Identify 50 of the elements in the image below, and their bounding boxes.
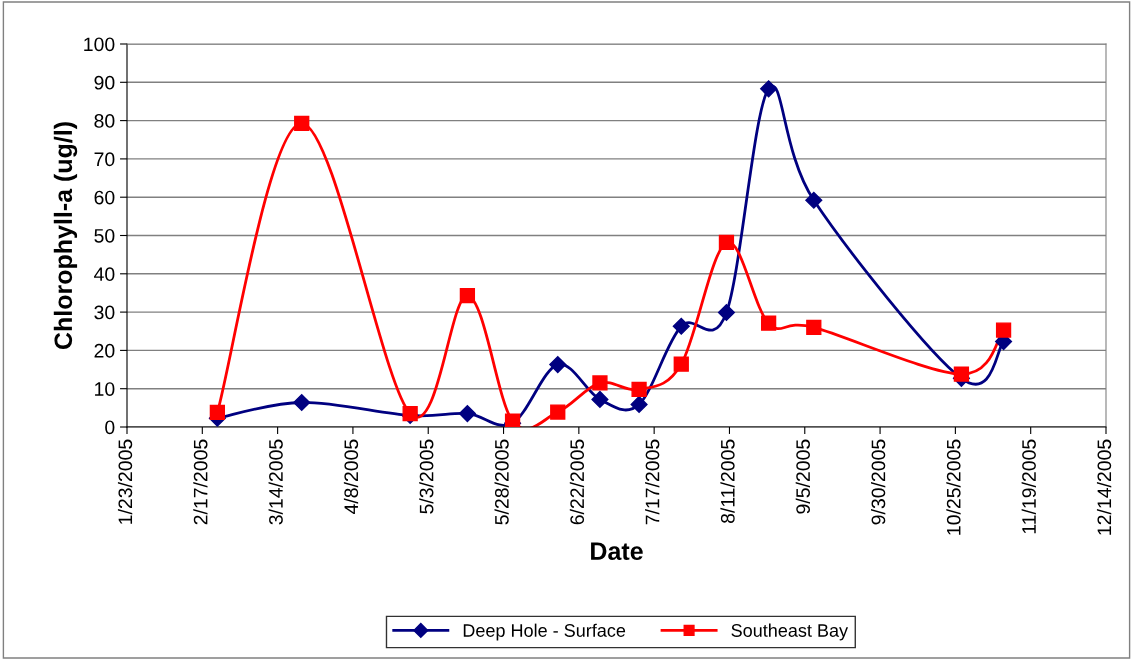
point <box>550 404 566 420</box>
y-tick-label: 60 <box>94 190 115 205</box>
point <box>458 405 476 423</box>
point <box>293 393 311 412</box>
point <box>953 366 970 382</box>
point <box>630 395 648 413</box>
point <box>806 319 822 336</box>
y-tick-label: 50 <box>94 228 115 243</box>
y-tick-label: 20 <box>94 343 115 358</box>
y-tick-label: 40 <box>94 267 115 282</box>
x-tick-label: 6/22/2005 <box>569 439 585 525</box>
point <box>631 381 647 398</box>
point <box>805 191 823 209</box>
y-tick-label: 80 <box>94 114 115 128</box>
x-tick-label: 11/19/2005 <box>1021 439 1036 534</box>
point <box>673 356 689 372</box>
point <box>592 375 608 391</box>
legend-label: Southeast Bay <box>731 623 849 641</box>
y-axis-title: Chlorophyll-a (ug/l) <box>53 122 78 350</box>
point <box>591 390 609 408</box>
point <box>995 322 1012 338</box>
x-tick-label: 4/8/2005 <box>343 439 359 515</box>
x-tick-label: 5/3/2005 <box>419 439 434 514</box>
legend-label: Deep Hole - Surface <box>463 623 626 641</box>
x-tick-label: 9/5/2005 <box>795 439 810 514</box>
y-tick-label: 0 <box>105 420 115 435</box>
x-tick-label: 12/14/2005 <box>1096 439 1112 535</box>
point <box>717 303 736 322</box>
x-tick-label: 9/30/2005 <box>871 439 886 525</box>
x-tick-label: 10/25/2005 <box>946 439 961 535</box>
x-tick-label: 7/17/2005 <box>645 439 660 525</box>
point <box>672 317 690 335</box>
x-tick-label: 5/28/2005 <box>494 439 509 525</box>
point <box>459 287 476 304</box>
point <box>718 234 735 251</box>
y-tick-label: 10 <box>95 382 115 396</box>
point <box>294 115 310 131</box>
y-tick-label: 30 <box>94 305 115 320</box>
x-tick-label: 3/14/2005 <box>268 439 283 525</box>
x-tick-label: 1/23/2005 <box>117 439 133 524</box>
x-tick-label: 2/17/2005 <box>193 439 208 525</box>
point <box>209 404 226 421</box>
x-tick-label: 8/11/2005 <box>720 439 735 524</box>
y-tick-label: 90 <box>94 75 115 90</box>
point <box>760 80 778 98</box>
point <box>549 356 567 374</box>
x-axis-title: Date <box>591 542 643 561</box>
y-tick-label: 70 <box>94 152 115 167</box>
point <box>760 315 777 331</box>
y-tick-label: 100 <box>84 37 115 52</box>
